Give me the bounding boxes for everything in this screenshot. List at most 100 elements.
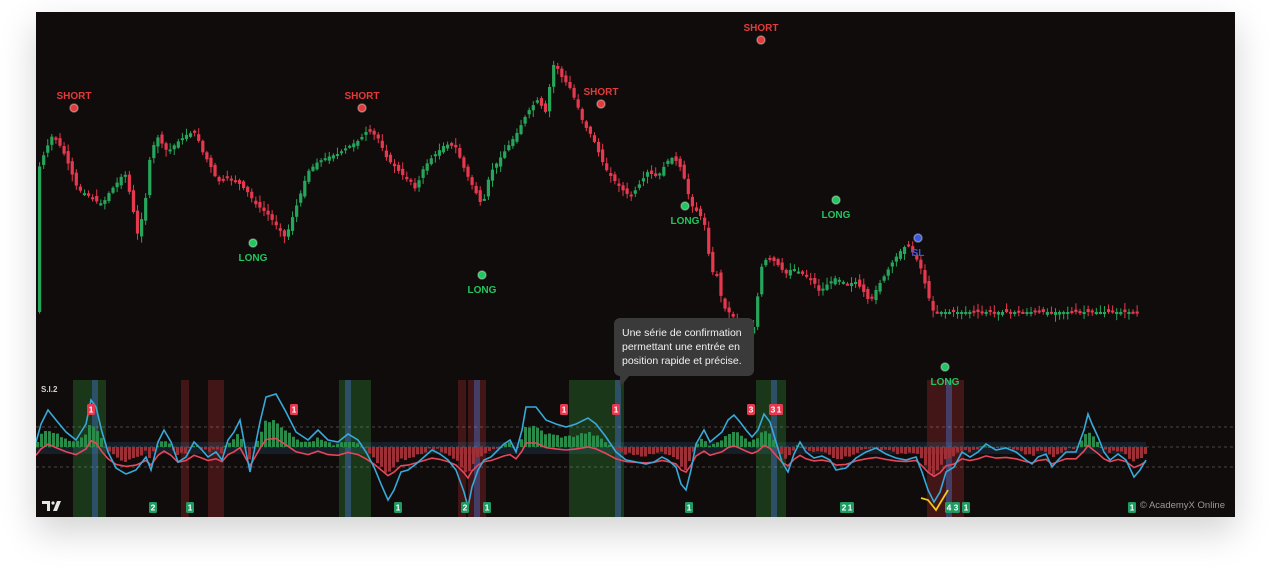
histogram-bar-bear (948, 447, 951, 459)
histogram-bar-bear (200, 447, 203, 450)
histogram-bar-bull (92, 426, 95, 447)
histogram-bar-bear (956, 447, 959, 453)
candle-body (1119, 312, 1123, 315)
candle-body (250, 191, 254, 199)
zone-green (339, 380, 371, 517)
histogram-bar-bear (852, 447, 855, 455)
histogram-bar-bear (1052, 447, 1055, 457)
histogram-bar-bull (800, 446, 803, 448)
count-badge-text: 1 (777, 405, 782, 415)
histogram-bar-bear (180, 447, 183, 453)
count-badge-text: 2 (842, 503, 847, 513)
histogram-bar-bull (536, 427, 539, 447)
histogram-bar-bear (996, 447, 999, 448)
candle-body (1021, 311, 1025, 314)
candle-body (160, 134, 164, 144)
histogram-bar-bear (804, 447, 807, 449)
candle-body (515, 132, 519, 142)
count-badge-text: 1 (562, 405, 567, 415)
candle-body (1090, 310, 1094, 313)
histogram-bar-bear (1108, 447, 1111, 453)
candle-body (658, 173, 662, 176)
candle-body (654, 173, 658, 177)
histogram-bar-bull (1000, 446, 1003, 448)
histogram-bar-bear (1024, 447, 1027, 455)
histogram-bar-bull (528, 427, 531, 447)
histogram-bar-bull (312, 441, 315, 447)
candle-body (62, 146, 66, 154)
histogram-bar-bull (588, 432, 591, 447)
candle-body (511, 139, 515, 146)
candle-body (1009, 311, 1013, 314)
histogram-bar-bear (1124, 447, 1127, 455)
histogram-bar-bear (680, 447, 683, 467)
count-badge-text: 1 (848, 503, 853, 513)
candle-body (58, 138, 62, 146)
histogram-bar-bull (696, 443, 699, 447)
histogram-bar-bull (68, 440, 71, 447)
histogram-bar-bear (1140, 447, 1143, 459)
candle-body (368, 129, 372, 132)
candle-body (433, 154, 437, 157)
histogram-bar-bull (700, 438, 703, 447)
candle-body (637, 184, 641, 188)
candle-body (1045, 312, 1049, 315)
candle-body (360, 137, 364, 140)
candle-body (282, 230, 286, 237)
count-badge-green (962, 502, 970, 513)
signal-dot-short (756, 35, 766, 45)
candle-body (503, 151, 507, 158)
candle-body (91, 197, 95, 200)
candle-body (682, 164, 686, 179)
count-badge-text: 3 (771, 405, 776, 415)
histogram-bar-bear (212, 447, 215, 450)
candle-body (450, 143, 454, 146)
histogram-bar-bear (904, 447, 907, 454)
candle-body (278, 228, 282, 231)
candle-body (768, 257, 772, 260)
histogram-bar-bull (260, 431, 263, 447)
candle-body (988, 310, 992, 313)
candle-body (960, 312, 964, 314)
candle-body (605, 163, 609, 171)
histogram-bar-bull (712, 443, 715, 447)
candle-body (858, 279, 862, 287)
candle-body (376, 134, 380, 139)
count-badge-green (394, 502, 402, 513)
histogram-bar-bear (848, 447, 851, 457)
candle-body (902, 247, 907, 254)
histogram-bar-bear (788, 447, 791, 456)
candle-body (46, 145, 50, 153)
histogram-bar-bear (432, 447, 435, 450)
histogram-bar-bull (560, 437, 563, 447)
candle-body (246, 186, 250, 193)
candle-body (82, 193, 87, 196)
histogram-bar-bear (184, 447, 187, 454)
histogram-bar-bull (1096, 441, 1099, 447)
histogram-bar-bear (1120, 447, 1123, 452)
candle-body (580, 109, 584, 120)
candle-body (140, 219, 144, 237)
count-badge-text: 4 (947, 503, 952, 513)
histogram-bar-bear (664, 447, 667, 455)
histogram-bar-bear (1132, 447, 1135, 462)
histogram-bar-bear (892, 447, 895, 452)
histogram-bar-bull (544, 434, 547, 447)
count-badge-green (1128, 502, 1136, 513)
candle-body (780, 262, 784, 270)
candle-body (821, 288, 825, 291)
count-badge-green (685, 502, 693, 513)
candle-body (429, 158, 433, 165)
histogram-bar-bear (908, 447, 911, 453)
candle-body (188, 133, 193, 137)
histogram-bar-bear (144, 447, 147, 451)
candle-body (237, 180, 242, 184)
histogram-bar-bear (652, 447, 655, 455)
histogram-bar-bull (360, 446, 363, 448)
histogram-bar-bull (524, 426, 527, 447)
histogram-bar-bear (248, 447, 251, 460)
signal-line (36, 437, 1147, 480)
candle-body (833, 278, 837, 285)
candle-body (923, 270, 927, 284)
candle-body (38, 166, 42, 312)
